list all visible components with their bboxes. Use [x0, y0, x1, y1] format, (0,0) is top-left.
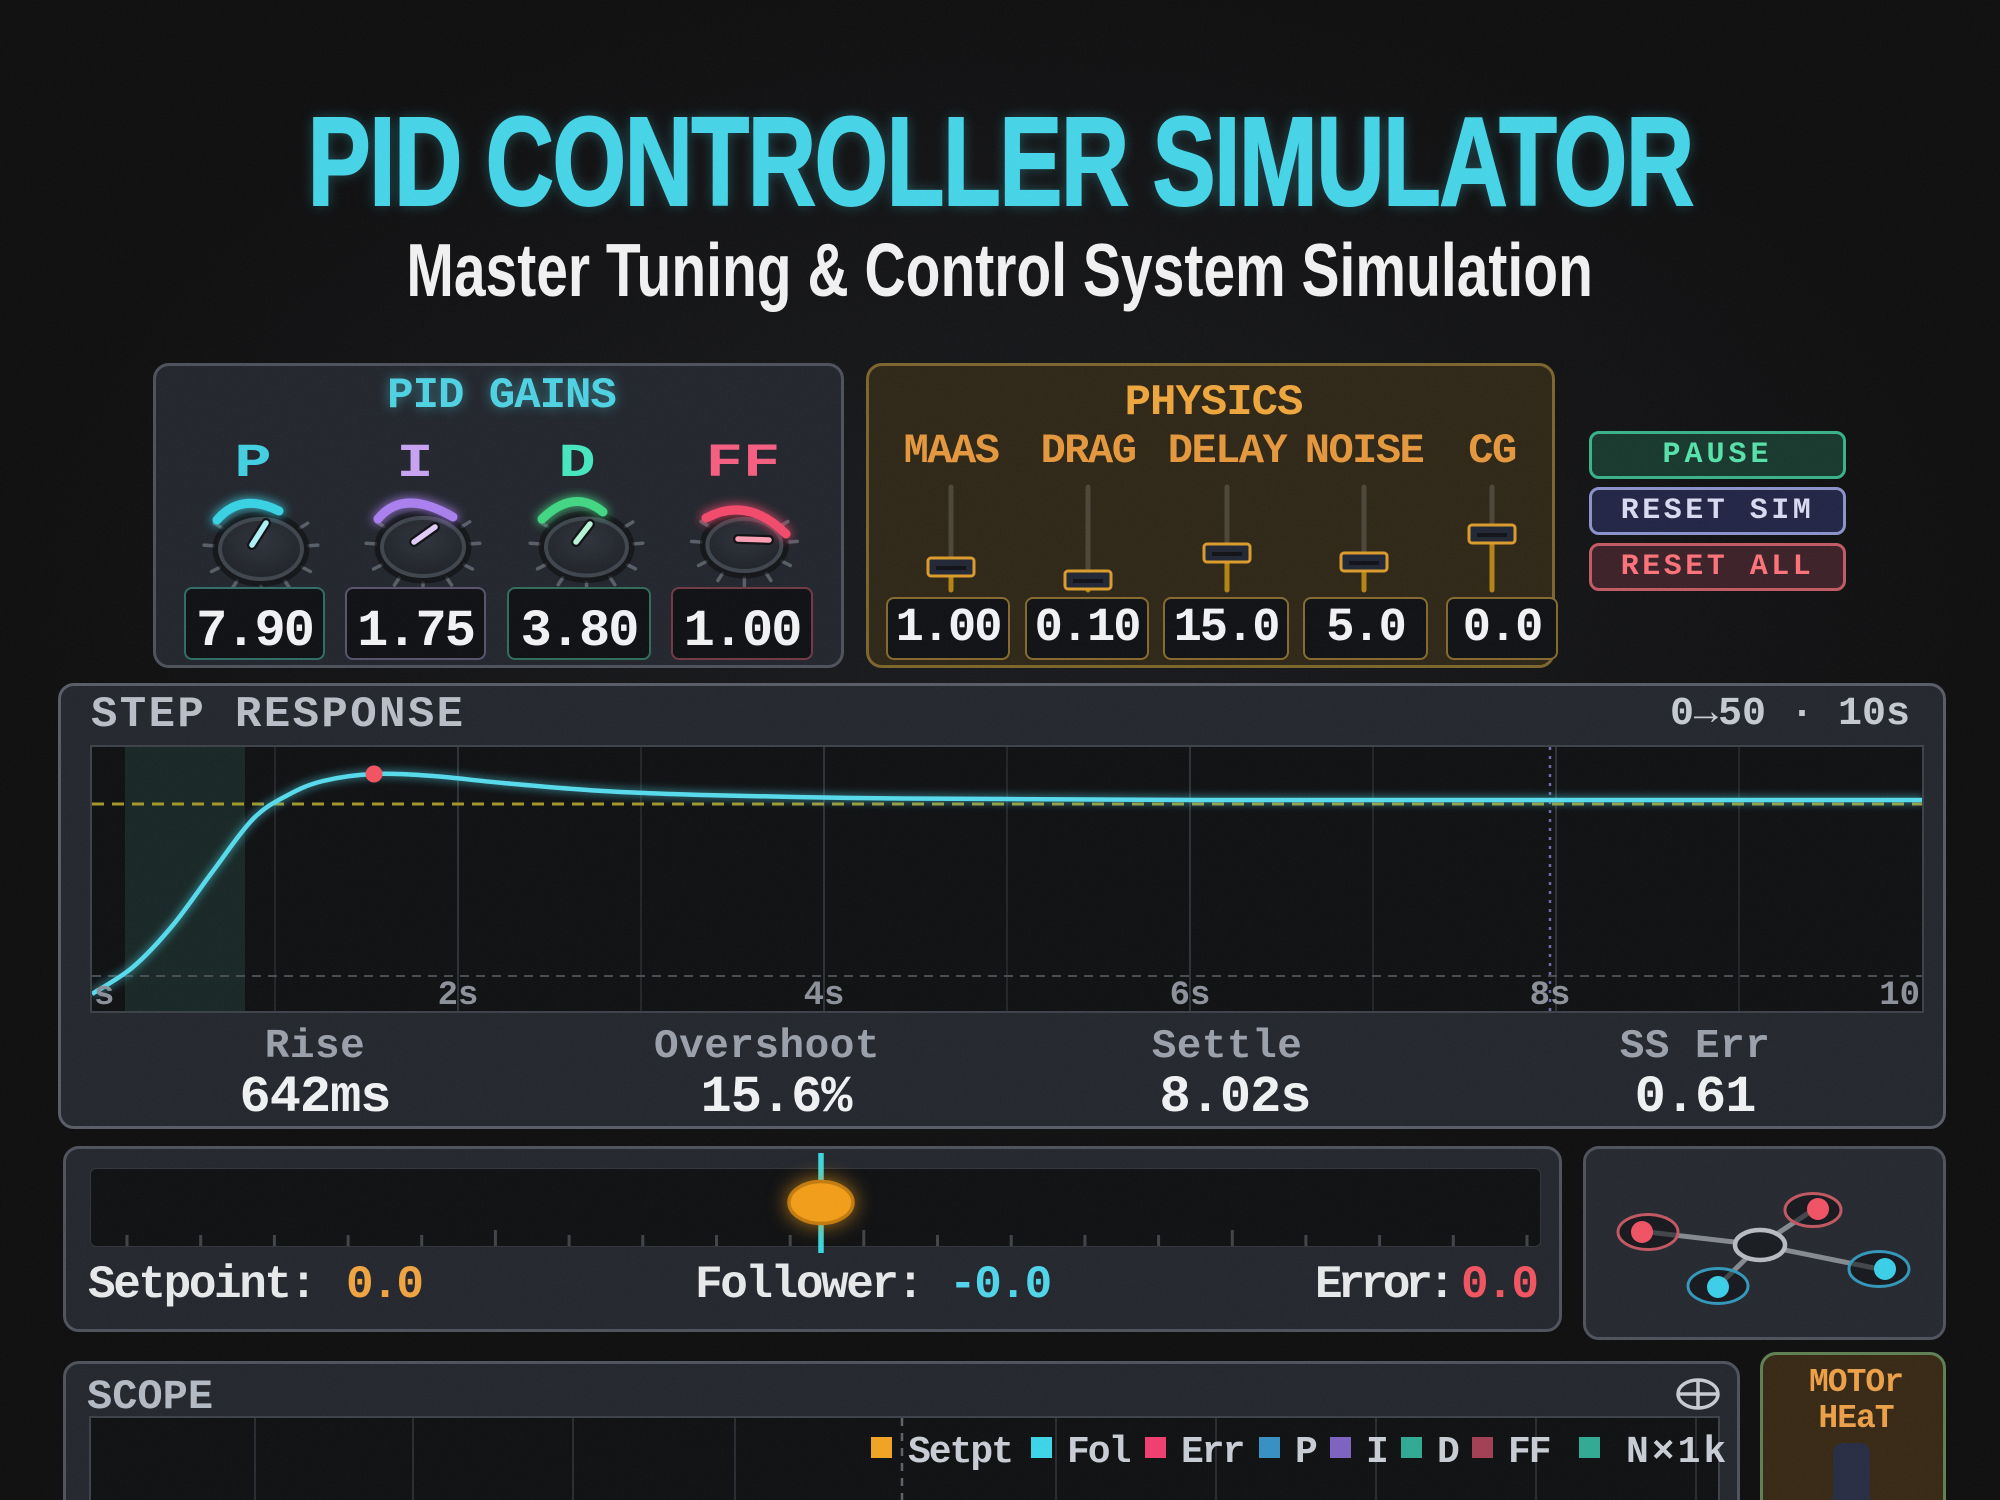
svg-text:4s: 4s — [804, 977, 845, 1011]
svg-text:10: 10 — [1879, 977, 1920, 1011]
svg-text:8s: 8s — [1530, 977, 1571, 1011]
svg-text:6s: 6s — [1170, 977, 1211, 1011]
svg-text:s: s — [94, 977, 114, 1011]
svg-text:2s: 2s — [438, 977, 479, 1011]
